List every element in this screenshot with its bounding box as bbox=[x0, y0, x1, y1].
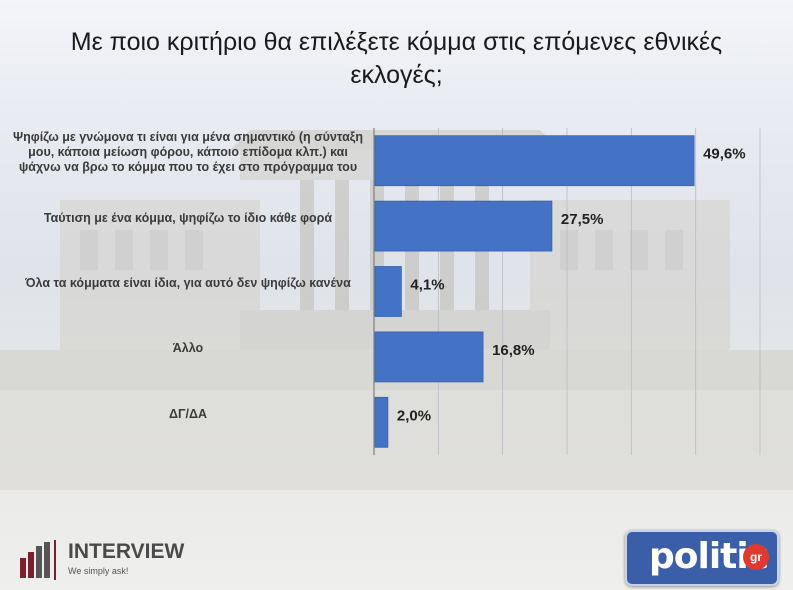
data-label: 27,5% bbox=[561, 211, 604, 228]
bar bbox=[374, 331, 484, 383]
interview-logo: INTERVIEW We simply ask! bbox=[18, 538, 198, 582]
interview-logo-tagline: We simply ask! bbox=[68, 566, 129, 576]
bar bbox=[374, 396, 389, 448]
politic-logo: politic gr bbox=[625, 530, 779, 586]
data-label: 49,6% bbox=[703, 146, 746, 163]
category-label: ΔΓ/ΔΑ bbox=[169, 406, 207, 421]
interview-logo-icon bbox=[20, 540, 56, 580]
category-label: Ταύτιση με ένα κόμμα, ψηφίζω το ίδιο κάθ… bbox=[43, 210, 333, 225]
data-label: 16,8% bbox=[492, 342, 535, 359]
data-label: 4,1% bbox=[410, 277, 444, 294]
politic-logo-suffix: gr bbox=[743, 544, 769, 570]
bar bbox=[374, 200, 553, 252]
bar bbox=[374, 266, 402, 317]
chart-title: Με ποιο κριτήριο θα επιλέξετε κόμμα στις… bbox=[70, 28, 723, 89]
category-label: Όλα τα κόμματα είναι ίδια, για αυτό δεν … bbox=[25, 276, 351, 290]
data-label: 2,0% bbox=[397, 407, 431, 424]
category-label: Άλλο bbox=[172, 341, 204, 356]
bar bbox=[374, 135, 695, 187]
interview-logo-name: INTERVIEW bbox=[68, 540, 185, 563]
category-label: Ψηφίζω με γνώμονα τι είναι για μένα σημα… bbox=[13, 130, 363, 175]
